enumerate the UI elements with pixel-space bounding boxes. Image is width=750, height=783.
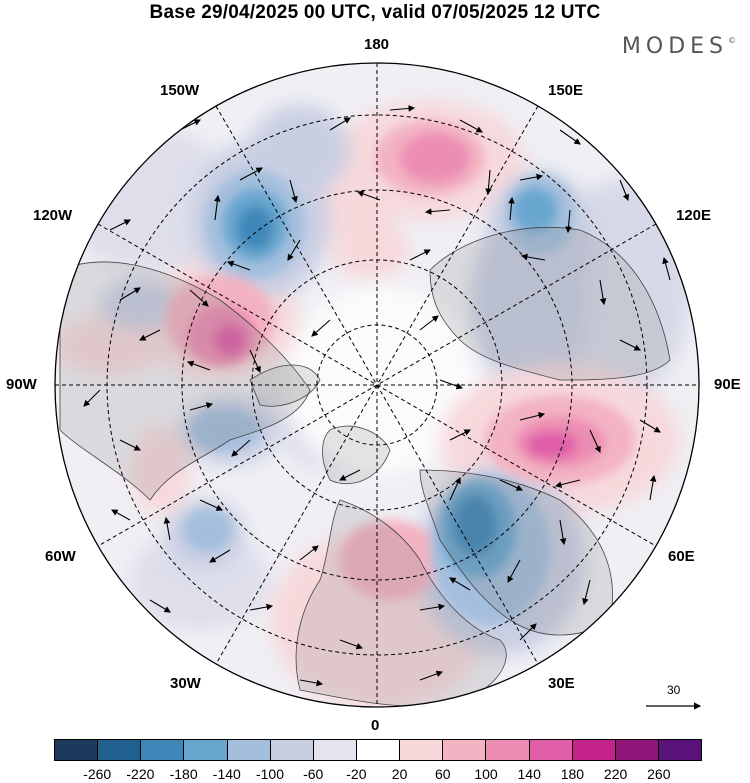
lon-label-150e: 150E: [548, 82, 584, 99]
colorbar-tick-label: 20: [391, 766, 408, 782]
colorbar-segment: [528, 740, 572, 760]
vector-key-label: 30: [667, 683, 681, 697]
anomaly-field: [55, 63, 699, 707]
colorbar-segment: [97, 740, 141, 760]
colorbar-tick-label: 260: [647, 766, 671, 782]
copyright-mark: ©: [728, 36, 736, 45]
colorbar-segment: [355, 740, 400, 760]
colorbar-segment: [140, 740, 184, 760]
colorbar-segment: [183, 740, 227, 760]
lon-label-60e: 60E: [668, 548, 695, 565]
lon-label-120w: 120W: [33, 207, 73, 224]
colorbar-tick-label: -20: [346, 766, 367, 782]
coastlines: [59, 227, 671, 707]
colorbar-tick-label: 140: [517, 766, 541, 782]
colorbar-tick-label: -260: [83, 766, 112, 782]
colorbar-segment: [55, 740, 98, 760]
colorbar-segment: [269, 740, 313, 760]
lon-label-30e: 30E: [548, 675, 575, 692]
colorbar-segment: [657, 740, 702, 760]
lon-label-120e: 120E: [676, 207, 712, 224]
colorbar-segment: [485, 740, 529, 760]
lon-label-60w: 60W: [45, 548, 76, 565]
lon-label-180: 180: [364, 36, 390, 53]
colorbar-segment: [571, 740, 615, 760]
map-boundary: [54, 62, 700, 708]
colorbar-tick-label: 220: [603, 766, 628, 782]
colorbar-segment: [614, 740, 658, 760]
lon-label-30w: 30W: [170, 675, 201, 692]
lon-label-90w: 90W: [6, 376, 37, 393]
brand-name: MODES: [621, 34, 728, 59]
lon-label-90e: 90E: [714, 376, 741, 393]
colorbar-tick-label: -100: [255, 766, 285, 782]
colorbar-tick-label: 60: [435, 766, 451, 782]
colorbar-tick-label: 180: [560, 766, 585, 782]
colorbar-segment: [442, 740, 486, 760]
lon-label-0: 0: [371, 717, 380, 734]
colorbar-segment: [312, 740, 356, 760]
colorbar-tick-label: -220: [126, 766, 155, 782]
map-title: Base 29/04/2025 00 UTC, valid 07/05/2025…: [149, 2, 601, 23]
colorbar-tick-label: -180: [169, 766, 198, 782]
graticule: [55, 63, 699, 707]
colorbar-tick-label: -140: [212, 766, 241, 782]
colorbar: [54, 739, 702, 761]
colorbar-tick-label: 100: [474, 766, 498, 782]
lon-label-150w: 150W: [160, 82, 200, 99]
colorbar-segment: [399, 740, 443, 760]
colorbar-segment: [226, 740, 270, 760]
colorbar-tick-label: -60: [303, 766, 324, 782]
brand-logo: MODES©: [622, 34, 736, 59]
